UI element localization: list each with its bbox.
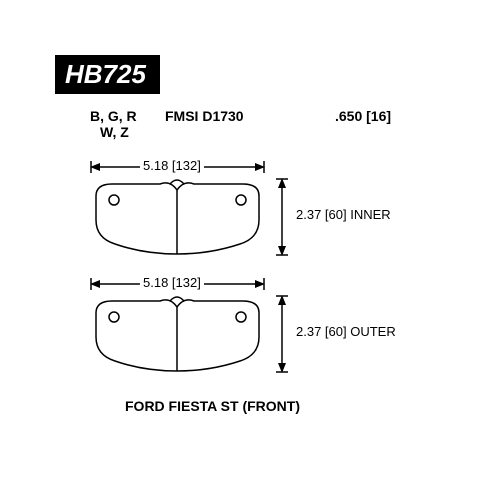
- pad2-width-label: 5.18 [132]: [140, 275, 204, 290]
- pad2-height-label: 2.37 [60] OUTER: [296, 324, 396, 339]
- thickness-spec: .650 [16]: [335, 108, 391, 124]
- pad2-height-dim: [273, 295, 291, 373]
- fmsi-code: FMSI D1730: [165, 108, 244, 124]
- pad1-height-dim: [273, 178, 291, 256]
- part-number-title: HB725: [55, 55, 160, 94]
- compounds-line2: W, Z: [100, 124, 129, 140]
- diagram-canvas: HB725 B, G, R W, Z FMSI D1730 .650 [16] …: [0, 0, 500, 500]
- pad1-shape: [90, 178, 265, 256]
- pad1-height-label: 2.37 [60] INNER: [296, 207, 391, 222]
- pad1-width-label: 5.18 [132]: [140, 158, 204, 173]
- title-text: HB725: [65, 59, 146, 89]
- compounds-line1: B, G, R: [90, 108, 137, 124]
- pad2-shape: [90, 295, 265, 373]
- application-footer: FORD FIESTA ST (FRONT): [125, 398, 300, 414]
